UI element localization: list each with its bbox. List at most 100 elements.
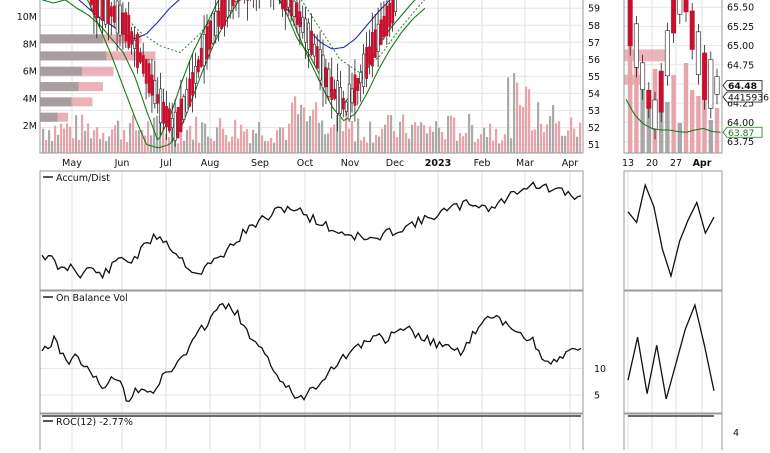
candle-body	[99, 0, 101, 17]
volume-bar	[423, 125, 425, 153]
volume-bar	[234, 120, 236, 153]
inset-volume-bar	[690, 90, 694, 153]
volume-bar	[252, 130, 254, 153]
volume-bar	[498, 143, 500, 153]
inset-candle-body	[709, 59, 713, 108]
inset-price-tick-label: 64.75	[727, 60, 754, 71]
volume-bar	[339, 117, 341, 153]
candle-body	[351, 89, 353, 103]
candle-body	[90, 0, 92, 5]
volume-bar	[120, 139, 122, 153]
inset-volume-bar	[671, 75, 675, 153]
candle-body	[107, 0, 109, 24]
inset-price-tick-label: 65.00	[727, 41, 754, 52]
candle-body	[229, 0, 231, 11]
inset-candle-body	[628, 0, 632, 46]
volume-bar	[534, 129, 536, 153]
candle-body	[215, 11, 217, 35]
candle-body	[293, 1, 295, 16]
volume-bar	[342, 131, 344, 153]
roc-inset-tick-label: 4	[733, 428, 739, 439]
volume-bar	[474, 142, 476, 153]
inset-x-tick-label: 13	[622, 158, 634, 169]
volume-bar	[450, 116, 452, 153]
candle-body	[145, 59, 147, 83]
candle-body	[308, 23, 310, 50]
volume-profile-bar	[40, 67, 82, 76]
price-tick-label: 52	[588, 123, 600, 134]
volume-bar	[300, 105, 302, 153]
candle-body	[316, 47, 318, 69]
candle-body	[105, 0, 107, 24]
volume-bar	[405, 133, 407, 153]
candle-body	[305, 19, 307, 42]
volume-bar	[126, 142, 128, 153]
candle-body	[203, 34, 205, 66]
volume-bar	[51, 141, 53, 153]
volume-bar	[294, 96, 296, 153]
volume-bar	[303, 107, 305, 153]
volume-bar	[216, 127, 218, 153]
inset-candle-body	[690, 11, 694, 50]
volume-bar	[177, 143, 179, 153]
inset-volume-bar	[696, 96, 700, 153]
volume-bar	[153, 118, 155, 153]
volume-bar	[432, 132, 434, 153]
volume-bar	[222, 129, 224, 153]
volume-bar	[192, 140, 194, 153]
volume-bar	[567, 131, 569, 153]
candle-body	[322, 55, 324, 88]
candle-body	[371, 32, 373, 66]
volume-bar	[54, 126, 56, 153]
volume-bar	[321, 121, 323, 153]
candle-body	[357, 78, 359, 90]
candle-body	[151, 75, 153, 95]
inset-price-tick-label: 65.25	[727, 22, 754, 33]
volume-bar	[99, 139, 101, 153]
volume-bar	[543, 132, 545, 153]
volume-bar	[255, 133, 257, 153]
volume-bar	[318, 123, 320, 153]
inset-volume-bar	[678, 123, 682, 153]
candle-body	[238, 0, 240, 1]
inset-candle-body	[715, 77, 719, 95]
volume-bar	[402, 115, 404, 153]
volume-bar	[357, 118, 359, 153]
inset-candle-body	[702, 53, 706, 100]
volume-bar	[117, 121, 119, 153]
volume-bar	[372, 143, 374, 153]
volume-profile-bar	[40, 113, 58, 122]
x-tick-label: Mar	[516, 158, 534, 169]
panel-frame-ad	[40, 171, 583, 290]
volume-bar	[381, 129, 383, 153]
volume-bar	[417, 126, 419, 153]
candle-body	[226, 0, 228, 17]
inset-candle-body	[696, 32, 700, 75]
volume-bar	[249, 143, 251, 153]
volume-bar	[102, 133, 104, 153]
volume-bar	[198, 143, 200, 153]
inset-candle-body	[659, 71, 663, 112]
x-tick-label: Jun	[114, 158, 130, 169]
candle-body	[125, 13, 127, 41]
volume-bar	[87, 123, 89, 153]
volume-bar	[90, 138, 92, 153]
volume-bar	[297, 114, 299, 153]
volume-bar	[69, 127, 71, 153]
volume-bar	[330, 127, 332, 153]
price-tick-label: 53	[588, 106, 600, 117]
volume-profile-bar	[40, 34, 103, 43]
volume-profile-bar	[40, 51, 107, 60]
volume-bar	[411, 125, 413, 153]
inset-frame-roc	[624, 414, 722, 450]
x-tick-label: Apr	[562, 158, 579, 169]
volume-bar	[138, 130, 140, 153]
volume-bar	[522, 107, 524, 153]
candle-body	[168, 109, 170, 131]
inset-candle-body	[647, 90, 651, 108]
volume-bar	[150, 135, 152, 153]
inset-price-tick-label: 65.50	[727, 3, 754, 14]
volume-bar	[351, 121, 353, 153]
candle-body	[339, 87, 341, 113]
